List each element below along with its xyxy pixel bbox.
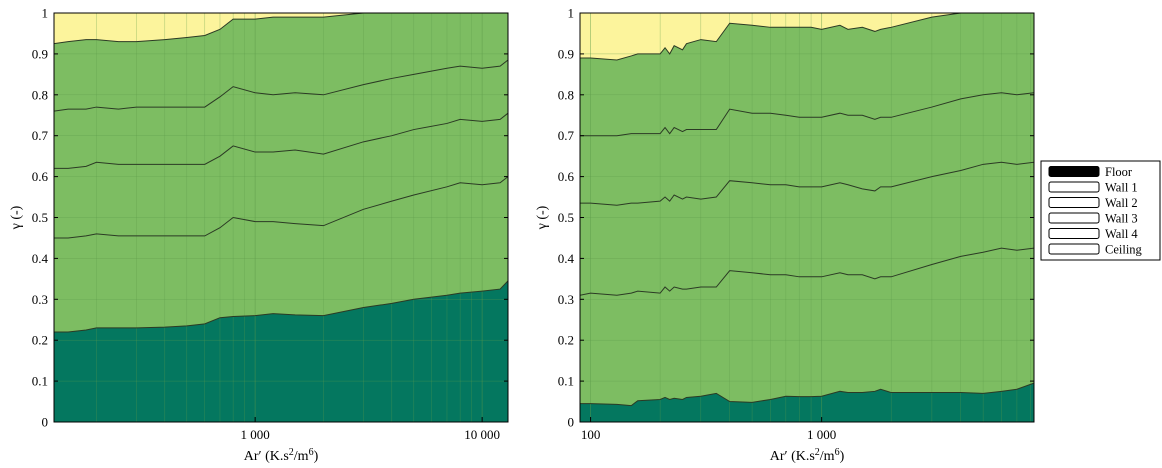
right-boundary-wall-3 (580, 92, 1034, 137)
left-band-wall-2 (54, 113, 508, 238)
right-boundary-wall-4 (580, 13, 1034, 61)
right-ytick-label: 0.5 (558, 210, 574, 225)
right-boundary-floor (580, 382, 1034, 407)
right-ytick-label: 0.1 (558, 374, 574, 389)
right-band-wall-2 (580, 162, 1034, 296)
right-ytick-label: 0 (568, 415, 575, 430)
left-ytick-label: 0.6 (32, 169, 49, 184)
right-band-wall-3 (580, 92, 1034, 206)
right-plot-area (580, 13, 1034, 422)
left-ytick-label: 1 (42, 6, 49, 21)
left-ytick-label: 0 (42, 415, 49, 430)
legend-label-wall-4: Wall 4 (1105, 227, 1138, 241)
legend-swatch-floor (1048, 166, 1100, 177)
left-ytick-label: 0.5 (32, 210, 48, 225)
left-xtick-label: 1 000 (241, 427, 270, 442)
right-boundary-wall-1 (580, 247, 1034, 296)
right-band-wall-1 (580, 248, 1034, 406)
left-boundary-wall-3 (54, 59, 508, 112)
right-ytick-label: 0.4 (558, 251, 575, 266)
right-grid (580, 13, 1034, 422)
right-xtick-label: 1 000 (807, 427, 836, 442)
left-plot-area (54, 13, 508, 422)
left-boundary-wall-4 (54, 13, 508, 45)
left-y-axis-label: γ (-) (9, 205, 24, 230)
right-ytick-label: 0.2 (558, 333, 574, 348)
left-ytick-label: 0.9 (32, 46, 48, 61)
right-x-axis-label: Ar′ (K.s2/m6) (770, 447, 845, 465)
left-grid (54, 13, 508, 422)
right-xtick-label: 100 (581, 427, 601, 442)
legend-label-floor: Floor (1105, 165, 1133, 179)
right-ytick-label: 0.3 (558, 292, 574, 307)
chart-right-panel: 0 0.1 0.2 0.3 0.4 0.5 0.6 0.7 0.8 0.9 1 100 1 000 Ar′… (535, 6, 1035, 465)
legend-swatch-wall-3 (1048, 212, 1100, 224)
legend-label-wall-2: Wall 2 (1105, 196, 1138, 210)
left-ytick-label: 0.1 (32, 374, 48, 389)
left-xtick-label: 10 000 (464, 427, 500, 442)
right-ytick-label: 0.8 (558, 87, 574, 102)
left-ytick-label: 0.7 (32, 128, 49, 143)
legend-label-ceiling: Ceiling (1105, 243, 1143, 257)
legend-label-wall-3: Wall 3 (1105, 212, 1138, 226)
right-band-wall-4 (580, 13, 1034, 136)
left-band-wall-1 (54, 176, 508, 333)
right-ytick-label: 0.9 (558, 46, 574, 61)
left-band-floor (54, 280, 508, 422)
left-x-axis-label: Ar′ (K.s2/m6) (244, 447, 319, 465)
left-ytick-label: 0.2 (32, 333, 48, 348)
left-ytick-label: 0.8 (32, 87, 48, 102)
right-ytick-label: 0.7 (558, 128, 575, 143)
left-band-wall-3 (54, 60, 508, 169)
left-band-wall-4 (54, 13, 508, 112)
right-boundary-wall-2 (580, 161, 1034, 206)
left-band-ceiling (54, 13, 508, 44)
right-ytick-label: 0.6 (558, 169, 575, 184)
right-band-ceiling (580, 13, 1034, 61)
left-boundary-floor (54, 280, 508, 333)
left-boundary-wall-1 (54, 176, 508, 239)
legend-label-wall-1: Wall 1 (1105, 181, 1138, 195)
left-boundary-wall-2 (54, 112, 508, 169)
legend-swatch-wall-4 (1048, 228, 1100, 239)
left-ytick-label: 0.4 (32, 251, 49, 266)
legend-swatch-wall-1 (1048, 181, 1100, 193)
legend-swatch-wall-2 (1048, 197, 1100, 208)
chart-left-panel: 0 0.1 0.2 0.3 0.4 0.5 0.6 0.7 0.8 0.9 1 1 000 10 000… (9, 6, 509, 465)
right-ytick-label: 1 (568, 6, 575, 21)
right-y-axis-label: γ (-) (535, 205, 550, 230)
left-ytick-label: 0.3 (32, 292, 48, 307)
legend-swatch-ceiling (1048, 243, 1100, 255)
